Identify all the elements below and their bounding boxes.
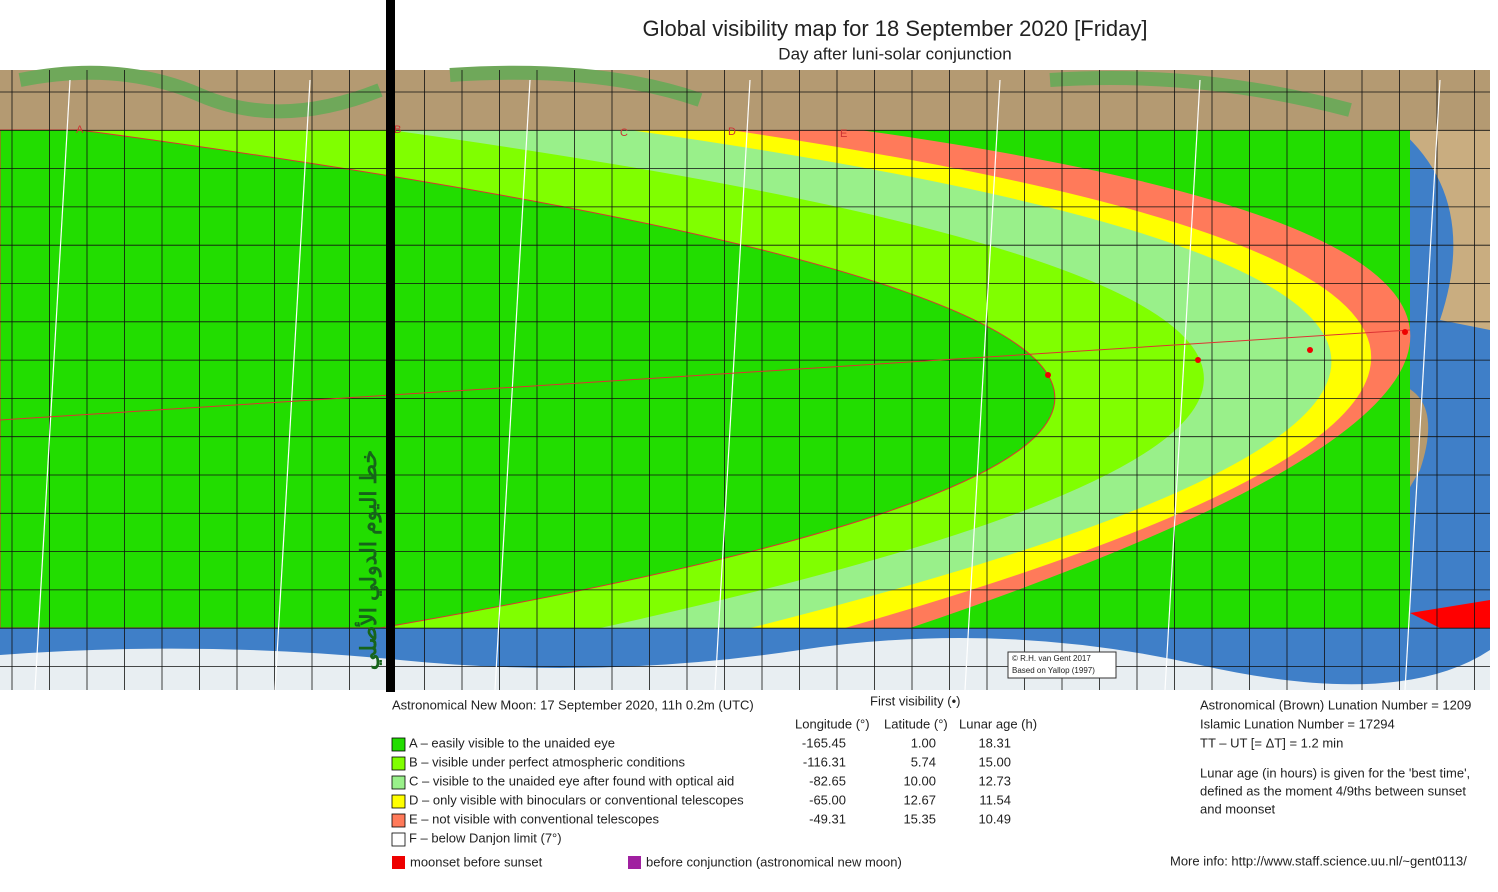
- legend-label: C – visible to the unaided eye after fou…: [409, 773, 734, 788]
- zone-label: B: [394, 124, 401, 136]
- legend-label: F – below Danjon limit (7°): [409, 830, 562, 845]
- antarctica: [0, 638, 1490, 690]
- lunar-age: 12.73: [978, 773, 1011, 788]
- isochrone: [494, 79, 531, 691]
- swatch: [391, 756, 406, 771]
- column-header: Lunar age (h): [959, 716, 1037, 731]
- first-visibility-point: [1402, 329, 1408, 335]
- first-visibility-point: [1307, 347, 1313, 353]
- legend-extra: before conjunction (astronomical new moo…: [646, 854, 902, 869]
- first-visibility-heading: First visibility (•): [870, 693, 961, 708]
- first-visibility-point: [1195, 357, 1201, 363]
- legend-extra: moonset before sunset: [410, 854, 543, 869]
- column-header: Longitude (°): [795, 716, 870, 731]
- legend-label: B – visible under perfect atmospheric co…: [409, 754, 686, 769]
- info-note: Lunar age (in hours) is given for the 'b…: [1200, 765, 1470, 780]
- isochrone: [714, 79, 751, 691]
- latitude: 15.35: [903, 811, 936, 826]
- isochrone: [1404, 79, 1441, 691]
- lunar-age: 18.31: [978, 735, 1011, 750]
- info-note: and moonset: [1200, 801, 1276, 816]
- credit-box: [1007, 651, 1117, 679]
- longitude: -49.31: [809, 811, 846, 826]
- lunar-age: 15.00: [978, 754, 1011, 769]
- latitude: 10.00: [903, 773, 936, 788]
- zone-label: E: [840, 128, 847, 140]
- zone-label: D: [728, 126, 736, 138]
- latitude: 12.67: [903, 792, 936, 807]
- info-line: Islamic Lunation Number = 17294: [1200, 716, 1395, 731]
- column-header: Latitude (°): [884, 716, 948, 731]
- isochrone: [1164, 79, 1201, 691]
- swatch: [391, 775, 406, 790]
- grid: [0, 70, 1490, 691]
- zone-label: C: [620, 127, 628, 139]
- credit: Based on Yallop (1997): [1012, 666, 1095, 675]
- swatch: [628, 856, 641, 869]
- latitude: 5.74: [911, 754, 936, 769]
- more-info: More info: http://www.staff.science.uu.n…: [1170, 853, 1467, 868]
- arabic-label: خط اليوم الدولي الأصلي: [354, 450, 382, 670]
- swatch: [391, 737, 406, 752]
- moonset-area: [1410, 600, 1490, 628]
- credit: © R.H. van Gent 2017: [1012, 654, 1091, 663]
- zone-label: A: [76, 124, 84, 136]
- land: [1400, 130, 1490, 330]
- new-moon: Astronomical New Moon: 17 September 2020…: [392, 697, 754, 712]
- longitude: -82.65: [809, 773, 846, 788]
- isochrone: [34, 79, 71, 691]
- legend-label: A – easily visible to the unaided eye: [409, 735, 615, 750]
- legend-rows: A – easily visible to the unaided eye -16…: [391, 735, 1011, 847]
- title: Global visibility map for 18 September 2…: [642, 16, 1147, 41]
- date-line: [386, 0, 395, 692]
- subtitle: Day after luni-solar conjunction: [778, 44, 1011, 63]
- latitude: 1.00: [911, 735, 936, 750]
- swatch: [391, 832, 406, 847]
- swatch: [391, 794, 406, 809]
- longitude: -116.31: [803, 754, 846, 769]
- lunar-age: 11.54: [979, 792, 1011, 807]
- first-visibility-point: [1045, 372, 1051, 378]
- info-line: TT – UT [= ΔT] = 1.2 min: [1200, 735, 1343, 750]
- info-line: Astronomical (Brown) Lunation Number = 1…: [1200, 697, 1471, 712]
- lunar-age: 10.49: [978, 811, 1011, 826]
- info-note: defined as the moment 4/9ths between sun…: [1200, 783, 1466, 798]
- zone-labels: A B C D E: [76, 124, 847, 140]
- isochrone: [274, 79, 311, 691]
- longitude: -65.00: [809, 792, 846, 807]
- legend-label: E – not visible with conventional telesc…: [409, 811, 660, 826]
- swatch: [391, 813, 406, 828]
- best-time-line: [0, 329, 1411, 421]
- isochrone: [964, 79, 1001, 691]
- longitude: -165.45: [802, 735, 846, 750]
- legend-label: D – only visible with binoculars or conv…: [409, 792, 744, 807]
- swatch: [392, 856, 405, 869]
